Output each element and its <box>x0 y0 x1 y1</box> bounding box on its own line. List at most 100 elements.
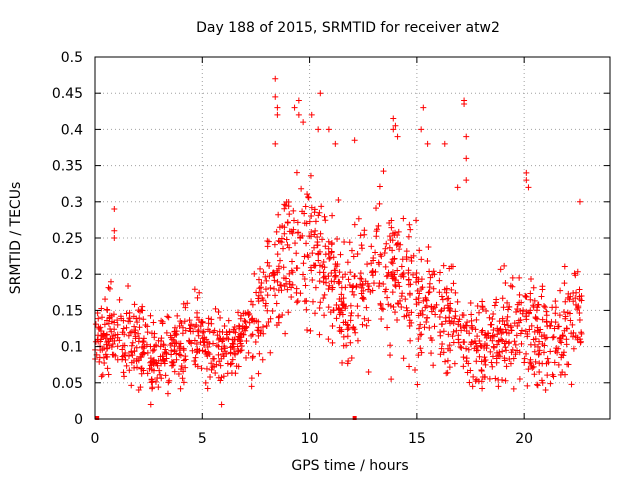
data-point <box>264 259 271 266</box>
data-point <box>107 278 114 285</box>
data-point <box>399 290 406 297</box>
data-point <box>280 245 287 252</box>
data-point <box>338 291 345 298</box>
data-point <box>425 244 432 251</box>
data-point <box>450 280 457 287</box>
data-point <box>326 282 333 289</box>
data-point <box>440 349 447 356</box>
data-point <box>459 311 466 318</box>
data-point <box>566 310 573 317</box>
data-point <box>404 307 411 314</box>
data-point <box>518 299 525 306</box>
data-point <box>111 337 118 344</box>
data-point <box>181 318 188 325</box>
data-point <box>264 243 271 250</box>
data-point <box>204 385 211 392</box>
data-point <box>394 316 401 323</box>
data-point <box>340 342 347 349</box>
data-point <box>388 224 395 231</box>
data-point <box>384 324 391 331</box>
data-point <box>479 298 486 305</box>
data-point <box>369 268 376 275</box>
data-point <box>321 213 328 220</box>
data-point <box>243 338 250 345</box>
data-point <box>205 320 212 327</box>
data-point <box>499 377 506 384</box>
data-point <box>478 378 485 385</box>
data-point <box>240 310 247 317</box>
data-point <box>99 332 106 339</box>
data-point <box>432 311 439 318</box>
data-point <box>489 337 496 344</box>
data-point <box>174 312 181 319</box>
data-point <box>189 347 196 354</box>
data-point <box>523 350 530 357</box>
data-point <box>389 247 396 254</box>
data-point <box>319 236 326 243</box>
data-point <box>294 219 301 226</box>
data-point <box>130 313 137 320</box>
data-point <box>182 356 189 363</box>
data-point <box>489 363 496 370</box>
data-point <box>418 331 425 338</box>
data-point <box>318 203 325 210</box>
data-point <box>272 75 279 82</box>
data-point <box>466 330 473 337</box>
data-point <box>420 104 427 111</box>
data-points <box>92 75 585 420</box>
data-point <box>333 315 340 322</box>
data-point <box>320 295 327 302</box>
data-point <box>322 251 329 258</box>
data-point <box>294 229 301 236</box>
data-point <box>276 313 283 320</box>
data-point <box>525 184 532 191</box>
data-point <box>494 341 501 348</box>
data-point <box>455 321 462 328</box>
data-point <box>171 348 178 355</box>
data-point <box>286 270 293 277</box>
data-point <box>370 255 377 262</box>
data-point <box>558 339 565 346</box>
data-point <box>235 322 242 329</box>
data-point <box>405 233 412 240</box>
data-point <box>408 309 415 316</box>
data-point <box>128 348 135 355</box>
data-point <box>539 316 546 323</box>
data-point <box>257 284 264 291</box>
data-point <box>182 304 189 311</box>
data-point <box>336 269 343 276</box>
data-point <box>390 115 397 122</box>
data-point <box>473 316 480 323</box>
data-point <box>293 250 300 257</box>
data-point <box>177 340 184 347</box>
data-point <box>568 381 575 388</box>
data-point <box>99 314 106 321</box>
data-point <box>154 375 161 382</box>
data-point <box>277 282 284 289</box>
data-point <box>290 207 297 214</box>
data-point <box>570 329 577 336</box>
data-point <box>216 335 223 342</box>
data-point <box>272 93 279 100</box>
data-point <box>521 359 528 366</box>
data-point <box>558 354 565 361</box>
data-point <box>403 312 410 319</box>
data-point <box>394 267 401 274</box>
data-point <box>556 312 563 319</box>
data-point <box>391 255 398 262</box>
axis-ticks <box>94 56 610 420</box>
data-point <box>316 248 323 255</box>
data-point <box>100 354 107 361</box>
data-point <box>151 334 158 341</box>
data-point <box>209 364 216 371</box>
data-point <box>282 275 289 282</box>
data-point <box>317 230 324 237</box>
data-point <box>397 241 404 248</box>
data-point <box>253 289 260 296</box>
data-point <box>263 277 270 284</box>
data-point <box>155 337 162 344</box>
data-point <box>447 306 454 313</box>
data-point <box>246 310 253 317</box>
data-point <box>490 311 497 318</box>
